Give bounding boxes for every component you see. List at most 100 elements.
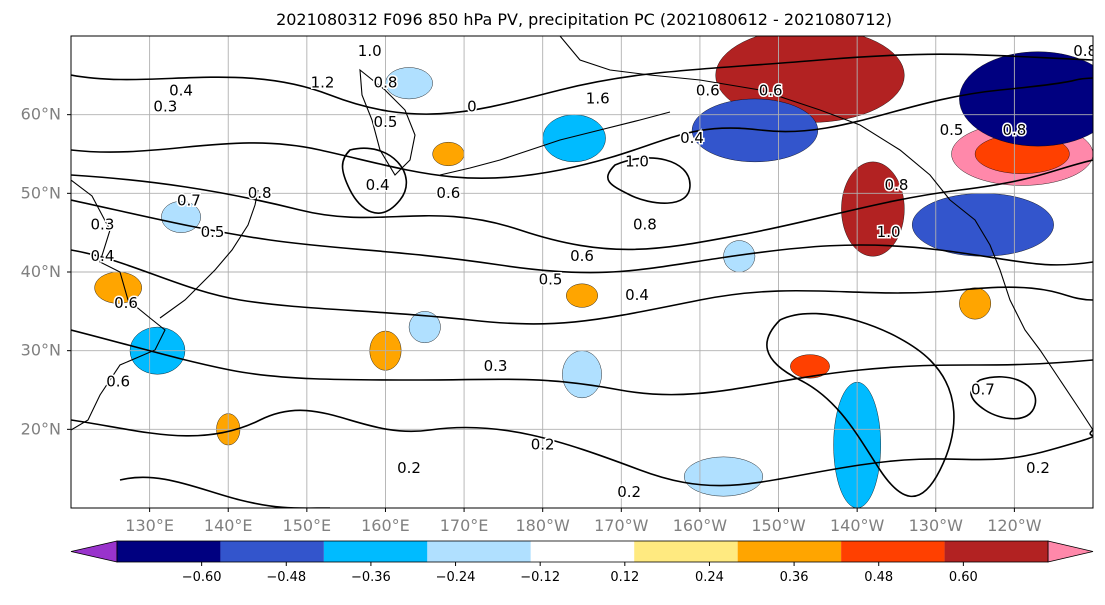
precip-region bbox=[790, 354, 830, 379]
contour-label: 0.8 bbox=[885, 176, 909, 194]
colorbar-segment bbox=[841, 541, 945, 562]
pv-contour bbox=[71, 77, 1093, 180]
pv-contour bbox=[71, 159, 1093, 251]
pv-contour bbox=[607, 157, 691, 204]
contour-label: 0.6 bbox=[696, 82, 720, 100]
precip-region bbox=[542, 114, 606, 163]
contour-label: 1.0 bbox=[877, 223, 901, 241]
contour-label: 1.6 bbox=[586, 89, 610, 107]
contour-label: 0.5 bbox=[201, 223, 225, 241]
colorbar: −0.60 −0.48 −0.36 −0.24 −0.12 0.12 0.24 0.36 0.4… bbox=[70, 540, 1094, 585]
contour-label: 0.2 bbox=[531, 436, 555, 454]
contour-label: 0.3 bbox=[484, 357, 508, 375]
contour-label: 1.2 bbox=[311, 74, 335, 92]
colorbar-segment bbox=[117, 541, 221, 562]
contour-label: 0.8 bbox=[1002, 121, 1026, 139]
contour-label: 0.5 bbox=[940, 121, 964, 139]
coastline-asia bbox=[71, 179, 166, 431]
contour-labels: 0.40.31.2 0.81.00.500.4 0.60.80.70.50.30.4… bbox=[89, 41, 1097, 503]
contour-label: 0 bbox=[467, 97, 477, 115]
precip-region bbox=[566, 283, 598, 308]
pv-contour bbox=[71, 329, 1093, 396]
pv-contour bbox=[71, 199, 1093, 274]
precip-region bbox=[911, 193, 1054, 257]
coastline-japan bbox=[159, 189, 259, 319]
precip-region bbox=[562, 350, 602, 399]
contour-label: 0.7 bbox=[177, 192, 201, 210]
precip-region bbox=[161, 200, 201, 233]
precip-region bbox=[959, 51, 1093, 147]
contour-label: 0.5 bbox=[539, 270, 563, 288]
lon-tick-label: 140°E bbox=[204, 516, 253, 535]
lat-tick-label: 60°N bbox=[21, 105, 61, 124]
lon-tick-label: 150°W bbox=[751, 516, 806, 535]
lon-tick-label: 170°W bbox=[594, 516, 649, 535]
pv-contour bbox=[119, 476, 330, 508]
colorbar-tick-label: 0.48 bbox=[864, 570, 893, 585]
contour-label: 0.5 bbox=[374, 113, 398, 131]
colorbar-segment bbox=[427, 541, 531, 562]
colorbar-tick-label: 0.36 bbox=[780, 570, 809, 585]
lon-tick-label: 150°E bbox=[283, 516, 332, 535]
coastline-alaska bbox=[559, 36, 951, 201]
map-area: 0.40.31.2 0.81.00.500.4 0.60.80.70.50.30.4… bbox=[71, 36, 1097, 508]
colorbar-segment bbox=[737, 541, 842, 562]
lon-tick-label: 130°W bbox=[909, 516, 964, 535]
colorbar-extend-min bbox=[70, 540, 118, 563]
pv-contour bbox=[71, 409, 1093, 487]
colorbar-tick-label: −0.36 bbox=[351, 570, 391, 585]
colorbar-tick-label: 0.24 bbox=[695, 570, 724, 585]
pv-contour bbox=[71, 249, 1093, 325]
lat-tick-label: 50°N bbox=[21, 183, 61, 202]
contour-label: 0.4 bbox=[366, 176, 390, 194]
contour-label: 0.4 bbox=[91, 247, 115, 265]
contour-label: 0.6 bbox=[759, 82, 783, 100]
contour-label: 0.3 bbox=[153, 97, 177, 115]
lon-tick-label: 180°W bbox=[516, 516, 571, 535]
lon-tick-label: 140°W bbox=[830, 516, 885, 535]
precip-region bbox=[408, 311, 441, 344]
colorbar-tick-label: −0.48 bbox=[266, 570, 306, 585]
coastline-north-america bbox=[949, 199, 1093, 431]
contour-label: 0.2 bbox=[1026, 459, 1050, 477]
colorbar-segment bbox=[530, 541, 635, 562]
colorbar-extend-max bbox=[1047, 540, 1094, 563]
lat-tick-label: 20°N bbox=[21, 419, 61, 438]
colorbar-segment bbox=[220, 541, 324, 562]
coastline-aleutians bbox=[439, 111, 671, 176]
precip-region bbox=[959, 287, 991, 320]
pv-contours bbox=[71, 53, 1093, 508]
lon-tick-label: 160°E bbox=[361, 516, 410, 535]
lon-tick-label: 160°W bbox=[673, 516, 728, 535]
contour-label: 0.4 bbox=[680, 129, 704, 147]
contour-label: 0.8 bbox=[1073, 42, 1097, 60]
precip-region bbox=[432, 141, 465, 166]
contour-label: 0.4 bbox=[169, 82, 193, 100]
colorbar-frame bbox=[116, 540, 1049, 563]
contour-label: 0.8 bbox=[248, 184, 272, 202]
contour-label: 0.8 bbox=[374, 74, 398, 92]
lon-tick-label: 130°E bbox=[125, 516, 174, 535]
contour-label: 0.8 bbox=[633, 215, 657, 233]
pv-contour bbox=[970, 376, 1037, 420]
contour-label: 0.4 bbox=[625, 286, 649, 304]
pv-contour bbox=[71, 53, 1093, 115]
colorbar-tick-label: −0.12 bbox=[520, 570, 560, 585]
colorbar-tick-label: −0.24 bbox=[436, 570, 476, 585]
contour-label: 0.6 bbox=[106, 373, 130, 391]
colorbar-segment bbox=[323, 541, 428, 562]
figure-title: 2021080312 F096 850 hPa PV, precipitatio… bbox=[276, 10, 892, 29]
contour-label: 0.2 bbox=[397, 459, 421, 477]
latitude-tick-labels: 60°N 50°N 40°N 30°N 20°N bbox=[21, 105, 71, 438]
colorbar-segment bbox=[634, 541, 738, 562]
colorbar-tick-label: 0.12 bbox=[610, 570, 639, 585]
lat-tick-label: 30°N bbox=[21, 341, 61, 360]
contour-label: 0.6 bbox=[570, 247, 594, 265]
pv-contour bbox=[766, 312, 955, 498]
lat-tick-label: 40°N bbox=[21, 262, 61, 281]
pv-contour bbox=[341, 147, 407, 214]
precip-region bbox=[684, 456, 764, 497]
longitude-tick-labels: 130°E 140°E 150°E 160°E 170°E 180°W 170°W 160°W… bbox=[125, 508, 1042, 535]
